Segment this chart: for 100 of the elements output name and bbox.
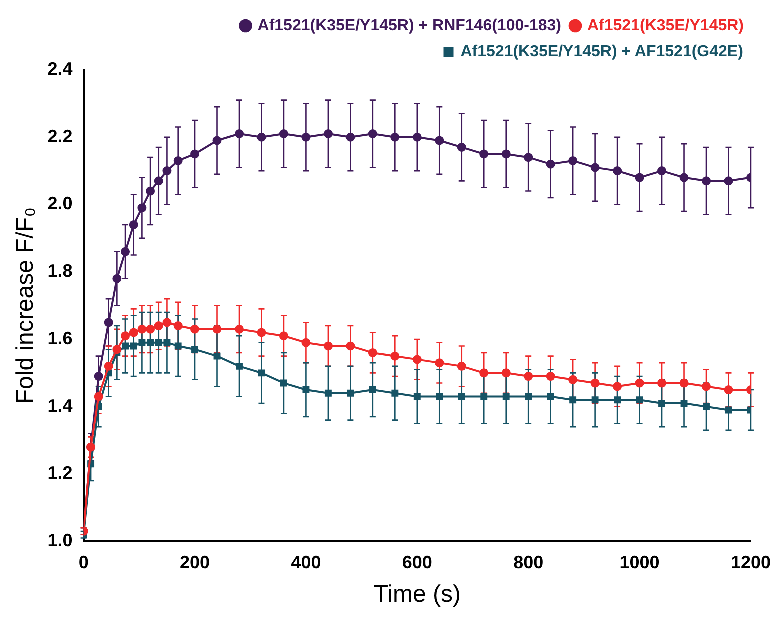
x-tick-label: 1000 (620, 552, 660, 572)
point (636, 396, 644, 404)
point (164, 339, 171, 346)
point (502, 150, 511, 159)
point (480, 150, 489, 159)
point (104, 318, 114, 328)
x-tick-label: 0 (78, 552, 89, 572)
point (280, 380, 288, 387)
point (138, 204, 147, 213)
point (257, 132, 266, 142)
point (414, 393, 421, 400)
x-axis-title: Time (s) (374, 581, 461, 608)
point (658, 166, 667, 176)
point (614, 396, 622, 404)
point (568, 156, 578, 166)
point (257, 328, 266, 338)
point (94, 392, 104, 402)
point (190, 150, 200, 159)
point (546, 372, 556, 382)
point (212, 136, 222, 146)
y-tick-label: 1.0 (48, 530, 73, 551)
point (658, 400, 666, 407)
y-tick-label: 1.2 (48, 463, 73, 484)
point (436, 393, 444, 400)
x-tick-label: 400 (291, 552, 322, 572)
point (390, 132, 400, 142)
y-tick-label: 2.0 (48, 194, 73, 214)
point (635, 173, 644, 182)
point (234, 130, 244, 139)
point (324, 130, 333, 139)
point (129, 220, 138, 230)
point (154, 322, 164, 331)
point (658, 378, 667, 388)
point (129, 328, 138, 338)
y-tick-label: 1.8 (48, 261, 73, 282)
legend-label: Af1521(K35E/Y145R) + RNF146(100-183) (258, 17, 562, 34)
point (212, 324, 222, 334)
point (130, 342, 138, 350)
point (112, 274, 122, 284)
point (592, 396, 599, 404)
point (368, 130, 378, 139)
point (680, 400, 688, 407)
point (703, 403, 710, 410)
x-tick-label: 600 (402, 552, 432, 572)
point (702, 176, 711, 186)
point (258, 370, 266, 377)
y-tick-label: 1.4 (48, 396, 73, 416)
point (480, 393, 488, 400)
point (680, 378, 689, 388)
point (502, 393, 510, 400)
point (570, 396, 577, 404)
point (435, 136, 444, 146)
point (346, 132, 356, 142)
y-tick-label: 2.2 (48, 126, 73, 146)
point (346, 342, 356, 351)
point (94, 372, 104, 382)
point (162, 318, 172, 328)
y-axis-title: Fold increase F/F₀ (12, 207, 40, 404)
point (368, 348, 378, 358)
point (104, 362, 114, 371)
point (174, 342, 182, 350)
x-tick-label: 800 (514, 552, 544, 572)
point (214, 352, 221, 360)
point (146, 186, 156, 196)
point (302, 386, 310, 394)
point (122, 342, 129, 350)
x-tick-label: 200 (180, 552, 210, 572)
point (435, 358, 444, 368)
point (412, 132, 422, 142)
point (724, 386, 734, 395)
point (192, 346, 198, 354)
point (279, 130, 288, 139)
y-tick-label: 2.4 (48, 58, 73, 79)
point (121, 332, 130, 341)
point (138, 339, 146, 346)
point (724, 176, 734, 186)
point (524, 153, 534, 162)
point (279, 332, 288, 341)
point (458, 393, 466, 400)
point (190, 324, 200, 334)
point (234, 324, 244, 334)
x-tick-label: 1200 (730, 552, 771, 572)
point (154, 176, 164, 186)
point (547, 393, 554, 400)
point (146, 324, 156, 334)
point (613, 166, 622, 176)
point (302, 132, 311, 142)
point (147, 339, 154, 346)
point (302, 338, 311, 348)
point (613, 382, 622, 392)
point (590, 378, 600, 388)
point (121, 247, 130, 256)
point (369, 386, 376, 394)
point (236, 362, 243, 370)
point (112, 345, 122, 354)
point (457, 142, 466, 152)
point (680, 173, 689, 182)
point (324, 390, 332, 397)
point (524, 372, 534, 382)
point (155, 339, 162, 346)
